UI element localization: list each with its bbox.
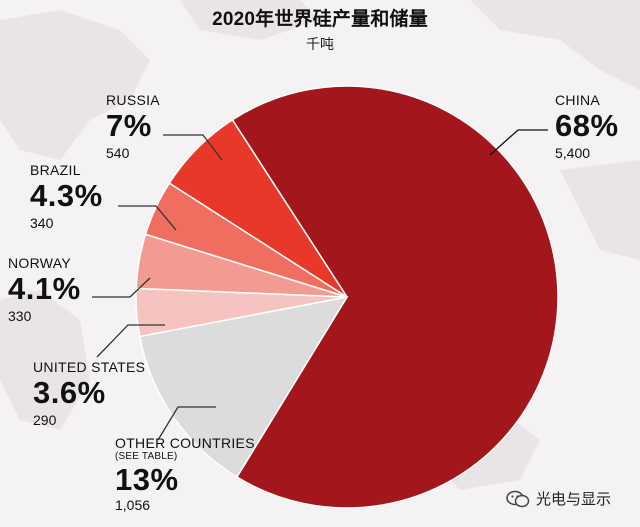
- slice-value-china: 5,400: [555, 145, 591, 161]
- slice-name-china: CHINA: [555, 92, 601, 108]
- slice-percent-brazil: 4.3%: [30, 178, 103, 213]
- leader-line-united-states: [96, 324, 165, 358]
- label-china: CHINA 68% 5,400: [555, 93, 619, 160]
- label-other-countries: OTHER COUNTRIES (SEE TABLE) 13% 1,056: [115, 436, 255, 512]
- slice-percent-china: 68%: [555, 108, 619, 143]
- slice-name-russia: RUSSIA: [106, 92, 160, 108]
- pie-slice-russia: [168, 118, 348, 298]
- pie-slice-other-countries: [138, 295, 349, 479]
- label-brazil: BRAZIL 4.3% 340: [30, 163, 103, 230]
- watermark-text: 光电与显示: [536, 491, 612, 508]
- label-norway: NORWAY 4.1% 330: [8, 256, 81, 323]
- slice-name-norway: NORWAY: [8, 255, 71, 271]
- slice-value-united-states: 290: [33, 412, 57, 428]
- slice-value-norway: 330: [8, 308, 32, 324]
- slice-percent-norway: 4.1%: [8, 271, 81, 306]
- slice-percent-other-countries: 13%: [115, 462, 179, 497]
- chart-title: 2020年世界硅产量和储量: [212, 9, 428, 30]
- slice-note-other-countries: (SEE TABLE): [115, 451, 178, 462]
- slice-percent-united-states: 3.6%: [33, 375, 106, 410]
- leader-line-other-countries: [157, 406, 216, 441]
- leader-line-norway: [92, 277, 151, 298]
- wechat-icon: [506, 490, 530, 507]
- watermark: 光电与显示: [506, 488, 611, 509]
- chart-subtitle: 千吨: [306, 36, 334, 52]
- slice-percent-russia: 7%: [106, 108, 152, 143]
- leader-line-china: [489, 129, 548, 156]
- label-russia: RUSSIA 7% 540: [106, 93, 160, 160]
- leader-line-russia: [163, 134, 223, 161]
- label-united-states: UNITED STATES 3.6% 290: [33, 360, 145, 427]
- slice-value-other-countries: 1,056: [115, 497, 151, 513]
- slice-value-brazil: 340: [30, 215, 54, 231]
- slice-value-russia: 540: [106, 145, 130, 161]
- slice-name-united-states: UNITED STATES: [33, 359, 146, 375]
- pie-slice-china: [231, 85, 559, 509]
- slice-name-brazil: BRAZIL: [30, 162, 81, 178]
- leader-line-brazil: [118, 205, 177, 231]
- slice-name-other-countries: OTHER COUNTRIES: [115, 435, 255, 451]
